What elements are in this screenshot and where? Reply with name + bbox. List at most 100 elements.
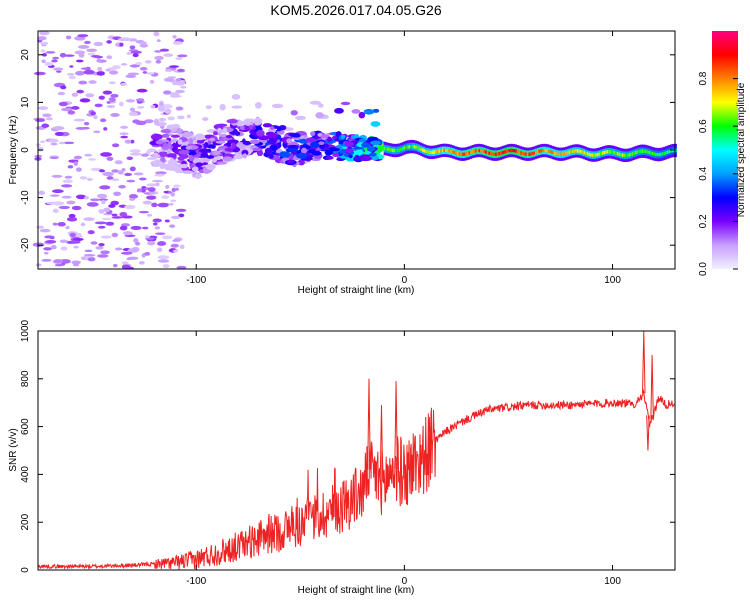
heatmap-noise-blob <box>175 57 183 61</box>
heatmap-noise-blob <box>147 187 156 192</box>
heatmap-ridge-core <box>396 148 399 153</box>
heatmap-noise-blob <box>157 241 167 246</box>
heatmap-cluster-cell <box>166 153 177 158</box>
heatmap-ridge-core <box>590 153 592 157</box>
heatmap-ridge-core <box>591 153 594 157</box>
heatmap-noise-blob <box>86 48 98 53</box>
heatmap-ridge-core <box>616 151 619 156</box>
heatmap-ridge-core <box>600 151 602 156</box>
heatmap-noise-blob <box>94 221 107 225</box>
heatmap-ridge-core <box>528 152 531 156</box>
heatmap-cluster-cell <box>219 103 226 111</box>
heatmap-ridge-core <box>675 148 677 153</box>
heatmap-noise-blob <box>149 80 155 84</box>
heatmap-noise-blob <box>106 40 112 44</box>
colorbar: 0.0 0.2 0.4 0.6 0.8 Normalized spectral ampl… <box>698 31 747 276</box>
heatmap-ridge-core <box>416 146 419 150</box>
heatmap-ridge-core <box>410 144 413 149</box>
heatmap-noise-blob <box>126 257 132 261</box>
heatmap-noise-blob <box>105 68 111 72</box>
heatmap-noise-blob <box>66 73 75 76</box>
heatmap-noise-blob <box>62 179 74 183</box>
heatmap-noise-blob <box>114 247 123 251</box>
heatmap-ridge-core <box>458 152 461 156</box>
heatmap-cluster-cell <box>162 142 169 148</box>
heatmap-noise-blob <box>123 231 133 236</box>
heatmap-ridge-core <box>523 152 526 156</box>
heatmap-cluster-cell <box>242 153 248 159</box>
heatmap-cluster-cell <box>157 151 170 157</box>
heatmap-noise-blob <box>93 130 101 134</box>
snr-frame <box>37 330 676 571</box>
heatmap-cluster-cell <box>222 156 233 162</box>
heatmap-cluster-cell <box>243 118 255 123</box>
heatmap-noise-blob <box>135 98 145 102</box>
heatmap-ridge-core <box>425 149 428 154</box>
heatmap-y-tick-label: 0 <box>20 147 31 153</box>
heatmap-noise-blob <box>84 40 91 45</box>
heatmap-noise-blob <box>175 208 187 212</box>
heatmap-noise-blob <box>135 61 143 66</box>
heatmap-cluster-cell <box>256 129 265 137</box>
heatmap-ridge-core <box>413 145 416 149</box>
heatmap-cluster-cell <box>369 152 377 157</box>
heatmap-ridge-core <box>606 150 609 154</box>
heatmap-ridge-core <box>420 147 423 151</box>
snr-y-tick-label: 200 <box>20 513 31 530</box>
heatmap-noise-blob <box>75 70 85 76</box>
heatmap-ridge-core <box>588 152 591 157</box>
heatmap-noise-blob <box>151 202 158 208</box>
heatmap-cluster-cell <box>200 152 209 158</box>
heatmap-noise-blob <box>57 91 66 96</box>
heatmap-noise-blob <box>51 59 58 63</box>
snr-spike <box>379 405 384 482</box>
heatmap-cluster-cell <box>206 163 216 171</box>
heatmap-x-tick-label: -100 <box>186 275 206 286</box>
heatmap-noise-blob <box>85 93 95 98</box>
heatmap-ridge-core <box>463 152 466 156</box>
heatmap-noise-blob <box>167 116 175 121</box>
heatmap-cluster-cell <box>269 154 274 159</box>
heatmap-ridge-core <box>610 150 612 154</box>
heatmap-cluster-cell <box>157 105 166 112</box>
heatmap-ridge-core <box>426 150 429 154</box>
heatmap-cluster-cell <box>324 149 334 156</box>
heatmap-ridge-core <box>638 149 641 154</box>
heatmap-noise-blob <box>45 117 53 121</box>
heatmap-noise-blob <box>97 225 106 229</box>
heatmap-noise-blob <box>56 70 62 73</box>
heatmap-noise-blob <box>153 31 160 37</box>
heatmap-cluster-cell <box>178 150 190 155</box>
heatmap-cluster-cell <box>194 133 206 141</box>
heatmap-cluster-cell <box>320 134 330 139</box>
heatmap-noise-blob <box>141 186 147 189</box>
heatmap-noise-blob <box>71 260 81 265</box>
heatmap-cluster-cell <box>295 115 306 121</box>
heatmap-noise-blob <box>178 213 185 218</box>
heatmap-noise-blob <box>175 77 182 83</box>
heatmap-noise-blob <box>87 230 95 235</box>
heatmap-ridge-core <box>405 145 408 150</box>
heatmap-noise-blob <box>97 254 109 258</box>
heatmap-noise-blob <box>126 52 132 55</box>
heatmap-noise-blob <box>84 195 89 200</box>
heatmap-noise-blob <box>54 263 64 267</box>
heatmap-noise-blob <box>147 148 157 153</box>
heatmap-noise-blob <box>121 261 129 265</box>
heatmap-ridge-core <box>660 152 662 157</box>
heatmap-noise-blob <box>121 168 126 172</box>
heatmap-ridge-core <box>403 146 406 150</box>
heatmap-noise-blob <box>48 138 59 143</box>
heatmap-noise-blob <box>138 210 150 214</box>
heatmap-noise-blob <box>170 243 179 248</box>
heatmap-cluster-cell <box>219 133 228 137</box>
heatmap-cluster-cell <box>155 140 164 145</box>
heatmap-noise-blob <box>161 235 173 240</box>
heatmap-noise-blob <box>35 263 42 267</box>
heatmap-cluster-cell <box>301 147 308 155</box>
heatmap-noise-blob <box>90 54 101 58</box>
heatmap-noise-blob <box>136 88 148 93</box>
heatmap-noise-blob <box>40 41 49 45</box>
heatmap-noise-blob <box>164 69 173 72</box>
